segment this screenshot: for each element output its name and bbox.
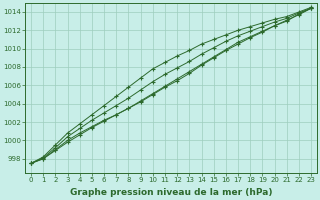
X-axis label: Graphe pression niveau de la mer (hPa): Graphe pression niveau de la mer (hPa): [70, 188, 272, 197]
